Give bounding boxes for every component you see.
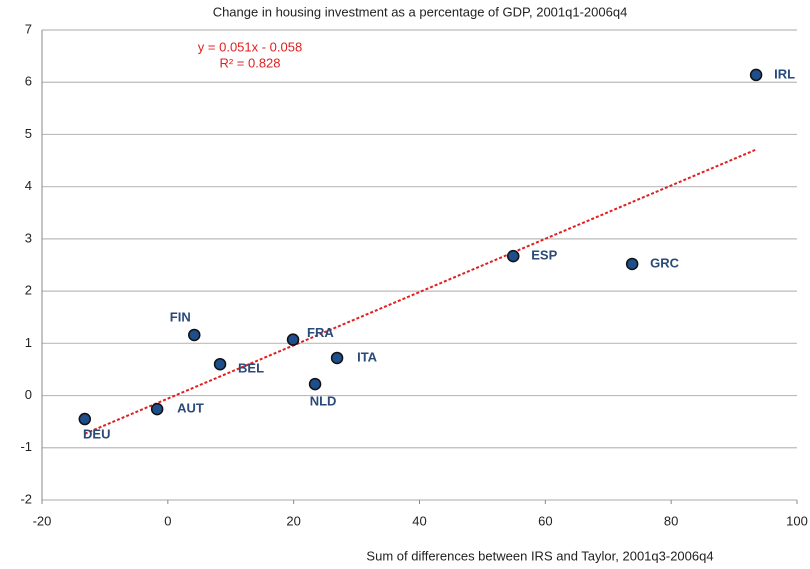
point-label: FRA [307,325,334,340]
x-tick-label: 80 [664,513,678,528]
y-tick-label: 6 [25,74,32,89]
point [308,377,322,391]
point-label: FIN [170,309,191,324]
y-tick-label: 3 [25,230,32,245]
point [213,357,227,371]
point-label: ITA [357,349,378,364]
trend-r2: R² = 0.828 [219,55,280,70]
point [330,351,344,365]
x-tick-label: -20 [33,513,52,528]
point [625,257,639,271]
point-label: GRC [650,255,680,270]
y-tick-label: -1 [20,439,32,454]
point-label: ESP [531,248,557,263]
x-tick-label: 20 [286,513,300,528]
y-tick-label: 1 [25,335,32,350]
point [78,412,92,426]
point [506,249,520,263]
x-tick-label: 100 [786,513,808,528]
trend-equation: y = 0.051x - 0.058 [198,39,302,54]
y-tick-label: -2 [20,491,32,506]
point-label: BEL [238,361,264,376]
chart-title: Change in housing investment as a percen… [213,4,628,19]
point-label: AUT [177,401,204,416]
point-label: IRL [774,66,795,81]
x-tick-label: 60 [538,513,552,528]
point-label: DEU [83,426,110,441]
y-tick-label: 4 [25,178,32,193]
y-tick-label: 0 [25,387,32,402]
point-label: NLD [310,394,337,409]
x-axis-label: Sum of differences between IRS and Taylo… [366,548,713,563]
x-tick-label: 40 [412,513,426,528]
y-tick-label: 7 [25,21,32,36]
point [150,402,164,416]
y-tick-label: 5 [25,126,32,141]
x-tick-label: 0 [164,513,171,528]
point [286,333,300,346]
point [188,328,201,342]
trendline [84,148,757,435]
y-tick-label: 2 [25,283,32,298]
point [749,68,763,82]
